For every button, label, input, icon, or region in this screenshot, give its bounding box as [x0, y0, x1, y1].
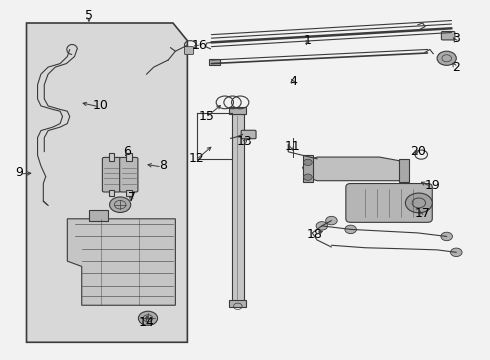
- Text: 10: 10: [93, 99, 109, 112]
- FancyBboxPatch shape: [185, 47, 194, 54]
- Text: 6: 6: [123, 145, 131, 158]
- Text: 4: 4: [289, 75, 297, 88]
- Text: 5: 5: [85, 9, 93, 22]
- Bar: [229, 300, 246, 307]
- FancyBboxPatch shape: [102, 157, 121, 192]
- Circle shape: [405, 193, 432, 213]
- Polygon shape: [67, 219, 175, 305]
- Circle shape: [138, 311, 158, 325]
- Circle shape: [304, 174, 312, 180]
- Circle shape: [304, 159, 312, 166]
- Bar: [209, 59, 220, 65]
- Bar: [126, 153, 132, 161]
- Text: 16: 16: [192, 40, 207, 53]
- Circle shape: [345, 225, 356, 234]
- Text: 7: 7: [128, 191, 136, 204]
- Bar: [109, 153, 114, 161]
- Bar: [232, 114, 244, 304]
- Polygon shape: [26, 23, 187, 342]
- Text: 12: 12: [189, 152, 205, 165]
- Circle shape: [450, 248, 462, 257]
- Bar: [126, 189, 132, 196]
- FancyBboxPatch shape: [120, 157, 138, 192]
- Text: 11: 11: [285, 140, 301, 153]
- Circle shape: [441, 232, 452, 241]
- Text: 1: 1: [303, 34, 311, 47]
- Text: 9: 9: [15, 166, 23, 179]
- Bar: [89, 210, 108, 221]
- Circle shape: [326, 216, 337, 225]
- Polygon shape: [303, 157, 408, 181]
- Text: 2: 2: [452, 60, 460, 73]
- Text: 3: 3: [452, 32, 460, 45]
- Text: 14: 14: [139, 316, 154, 329]
- Text: 19: 19: [424, 179, 440, 192]
- Text: 20: 20: [410, 145, 426, 158]
- Text: 15: 15: [198, 110, 215, 123]
- FancyBboxPatch shape: [346, 184, 432, 222]
- Bar: [109, 189, 114, 196]
- Text: 8: 8: [159, 159, 168, 172]
- Bar: [399, 159, 409, 182]
- Text: 18: 18: [307, 228, 322, 241]
- Bar: [303, 155, 313, 182]
- Circle shape: [437, 51, 456, 66]
- Text: 13: 13: [237, 135, 253, 148]
- FancyBboxPatch shape: [241, 130, 256, 139]
- Text: 17: 17: [415, 207, 431, 220]
- Circle shape: [110, 197, 131, 212]
- Bar: [229, 107, 246, 114]
- FancyBboxPatch shape: [441, 31, 455, 40]
- Circle shape: [316, 222, 328, 230]
